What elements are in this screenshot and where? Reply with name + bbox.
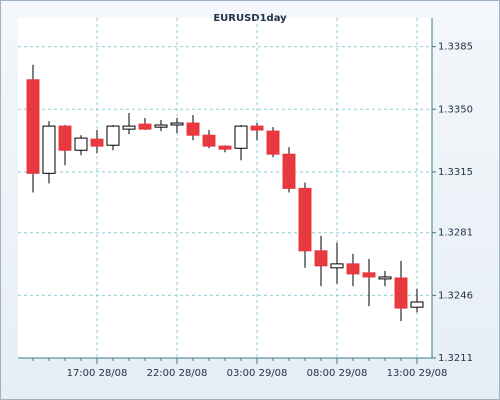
candle-body <box>90 138 104 147</box>
candle-body <box>394 277 408 309</box>
candle-body <box>266 130 280 155</box>
candle-body <box>298 187 312 252</box>
y-tick-label: 1.3385 <box>438 42 473 53</box>
candle-body <box>170 122 184 126</box>
y-tick-label: 1.3211 <box>438 353 473 364</box>
chart-title: EURUSD1day <box>213 13 287 24</box>
candle-body <box>74 137 88 151</box>
candle-body <box>58 125 72 151</box>
candle-body <box>234 125 248 149</box>
x-tick-label: 13:00 29/08 <box>387 368 448 379</box>
candle-body <box>330 263 344 269</box>
x-tick-label: 22:00 28/08 <box>147 368 208 379</box>
candle-body <box>218 145 232 150</box>
y-tick-label: 1.3315 <box>438 167 473 178</box>
candle-body <box>26 79 40 174</box>
candle-body <box>362 272 376 278</box>
y-tick-label: 1.3281 <box>438 228 473 239</box>
candle-body <box>282 153 296 189</box>
candle-body <box>138 123 152 130</box>
candle-body <box>410 301 424 308</box>
candle-body <box>106 125 120 146</box>
candle-body <box>314 250 328 267</box>
candle-body <box>154 124 168 128</box>
candle-body <box>42 125 56 174</box>
y-tick-label: 1.3246 <box>438 290 473 301</box>
candle-body <box>186 122 200 136</box>
candle-body <box>250 125 264 131</box>
candle-body <box>202 134 216 147</box>
x-tick-label: 08:00 29/08 <box>307 368 368 379</box>
candle-body <box>346 263 360 275</box>
candle-body <box>122 125 136 130</box>
x-tick-label: 03:00 29/08 <box>227 368 288 379</box>
plot-area <box>18 18 432 358</box>
y-tick-label: 1.3350 <box>438 104 473 115</box>
candle-body <box>378 276 392 280</box>
x-tick-label: 17:00 28/08 <box>67 368 128 379</box>
